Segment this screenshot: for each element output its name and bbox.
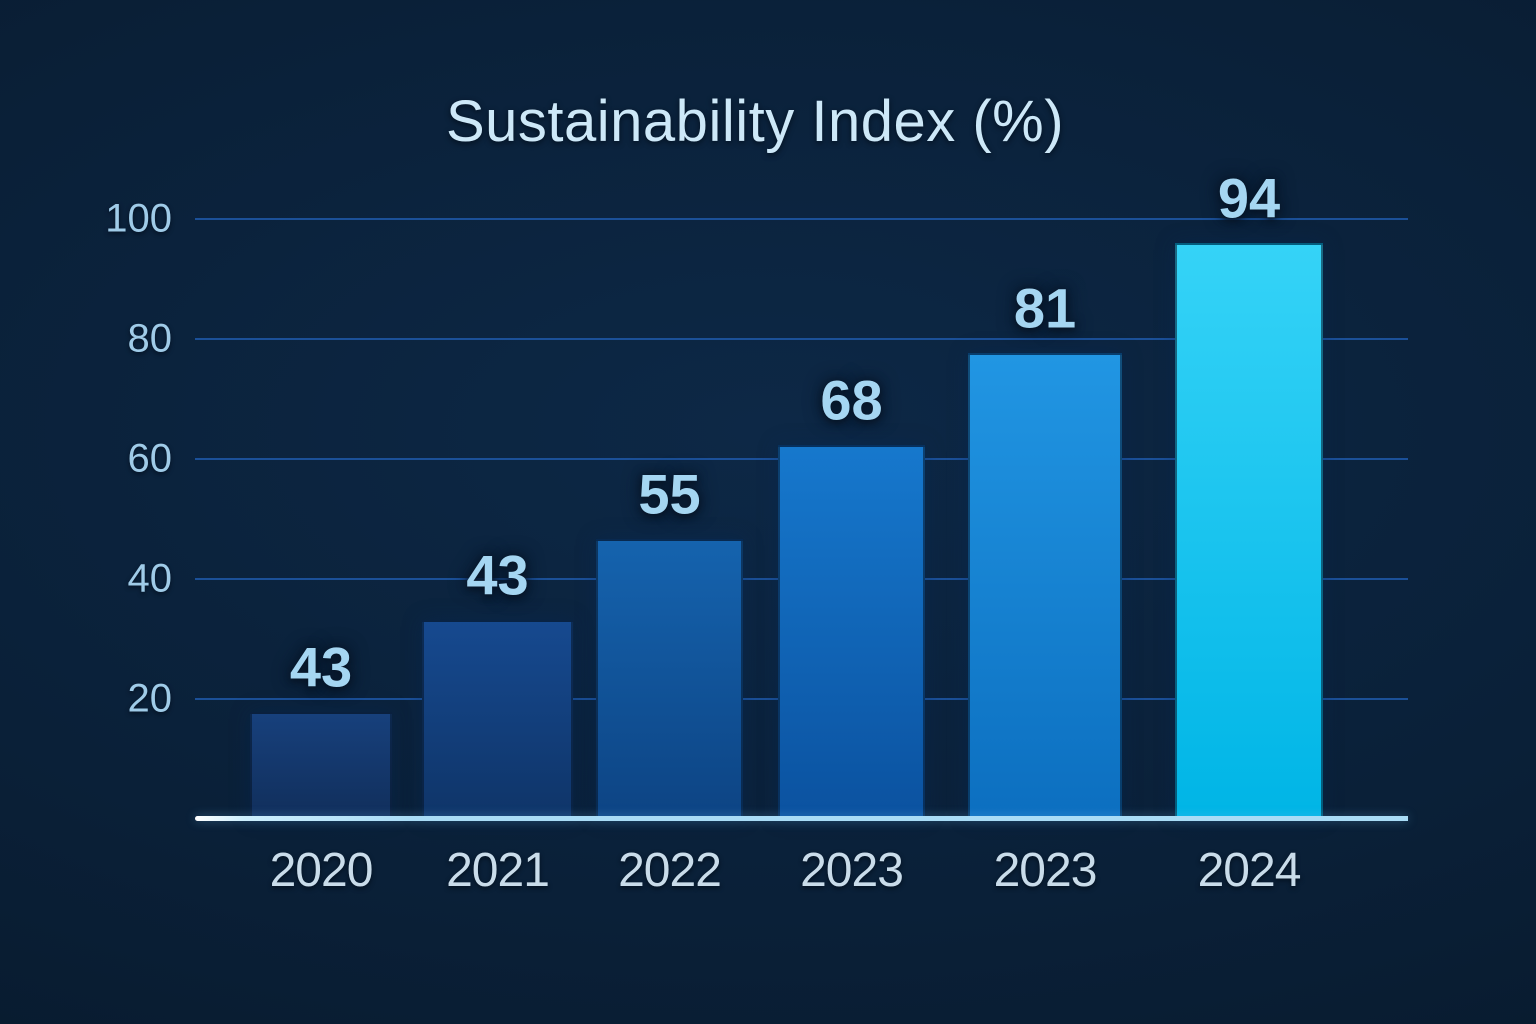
bar-value-label: 94 (1217, 166, 1281, 230)
y-axis-tick-label: 60 (127, 436, 173, 481)
chart-title: Sustainability Index (%) (445, 89, 1065, 154)
bar-value-label: 43 (289, 635, 353, 699)
gridline-100 (195, 218, 1408, 220)
y-axis-tick-label: 20 (127, 676, 173, 721)
bar-value-label: 55 (638, 462, 701, 526)
bar-2021-1 (422, 620, 573, 818)
x-axis-tick-label: 2022 (618, 844, 722, 897)
y-axis-tick-label: 100 (105, 196, 172, 241)
y-axis-tick-label: 80 (127, 316, 173, 361)
x-axis-tick-label: 2020 (269, 844, 374, 897)
bar-value-label: 68 (820, 368, 883, 432)
x-axis-tick-label: 2023 (800, 844, 904, 897)
bar-2023-4 (968, 353, 1122, 818)
x-axis-tick-label: 2023 (993, 844, 1098, 897)
gridline-80 (195, 338, 1408, 340)
x-axis-line (195, 816, 1408, 821)
x-axis-tick-label: 2021 (446, 844, 550, 897)
y-axis-tick-label: 40 (127, 556, 173, 601)
bar-2020-0 (250, 712, 392, 818)
bar-2022-2 (596, 539, 743, 818)
x-axis-tick-label: 2024 (1197, 844, 1302, 897)
bar-2024-5 (1175, 243, 1323, 818)
bar-value-label: 81 (1013, 276, 1077, 340)
bar-value-label: 43 (466, 543, 529, 607)
bar-2023-3 (778, 445, 925, 818)
